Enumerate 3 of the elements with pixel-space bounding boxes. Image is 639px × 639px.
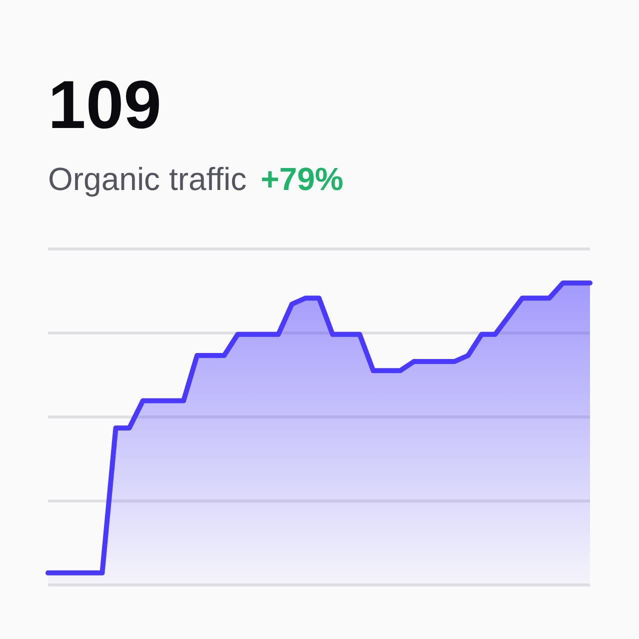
chart-subtitle: Organic traffic (48, 161, 247, 197)
chart-title: 109 (48, 67, 162, 143)
text: +79% (260, 161, 344, 197)
